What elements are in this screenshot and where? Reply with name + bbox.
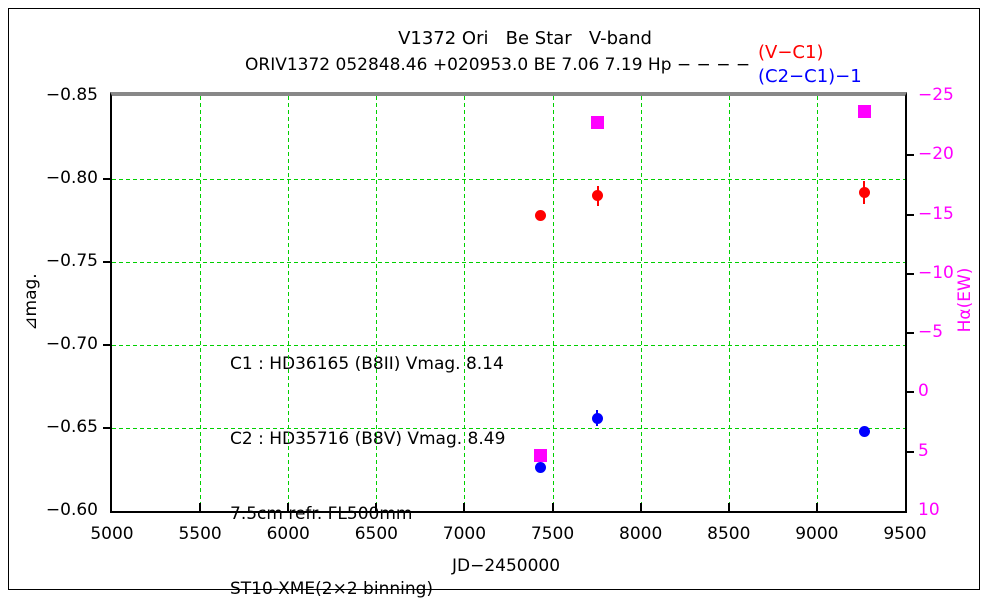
plot-area: 5000 5500 6000 6500 7000 7500 8000 8500 9000 9500… [46,85,954,544]
data-point-square [591,115,605,129]
annotation-line-camera: ST10-XME(2×2 binning) [230,579,434,599]
x-tick-label: 7500 [530,524,575,544]
left-axis-tick [103,178,110,180]
right-axis-tick [907,332,914,335]
x-axis-tick [199,503,202,511]
x-gridline [728,96,730,511]
data-point-square [534,448,548,462]
data-point-circle [592,190,604,202]
x-tick-label: 6000 [266,524,310,544]
x-axis-tick [639,503,642,511]
right-axis-tick [907,213,914,216]
x-tick-label: 6500 [354,524,398,544]
right-axis-tick [907,391,914,394]
x-axis-tick [463,503,466,511]
x-gridline [288,96,290,511]
figure-border [8,8,980,590]
x-axis-tick [375,503,378,511]
left-axis-tick [103,261,110,263]
chart-subtitle: ORIV1372 052848.46 +020953.0 BE 7.06 7.1… [245,55,751,75]
left-axis-tick [103,427,110,429]
right-tick-label: 10 [918,500,940,520]
annotation-line-telescope: 7.5cm refr. FL500mm [230,504,413,524]
right-tick-label: 5 [918,440,929,461]
data-point-circle [535,210,547,222]
left-tick-label: −0.60 [45,500,98,520]
right-tick-label: −20 [918,144,954,165]
legend-item-v-c1: (V−C1) [758,42,824,63]
x-axis-tick [727,503,730,511]
x-gridline [376,96,378,511]
x-axis-tick [287,503,290,511]
x-tick-label: 7000 [442,524,487,544]
x-gridline [816,96,818,511]
data-point-circle [535,462,547,474]
right-tick-label: −25 [918,85,954,105]
x-tick-label: 8000 [619,524,663,544]
x-tick-label: 9500 [883,524,927,544]
x-gridline [200,96,202,511]
data-point-square [857,104,871,118]
y-gridline [112,262,905,263]
left-tick-label: −0.70 [45,334,98,354]
x-tick-label: 5000 [90,524,134,544]
data-point-circle [858,186,870,198]
x-tick-label: 5500 [178,524,222,544]
right-tick-label: −15 [918,203,954,224]
x-gridline [640,96,642,511]
left-tick-label: −0.65 [45,417,98,437]
left-tick-label: −0.75 [45,251,98,271]
y-gridline [112,345,905,346]
left-tick-label: −0.80 [45,168,98,188]
y-gridline [112,179,905,180]
left-tick-label: −0.85 [45,85,98,105]
right-axis-tick [907,272,914,275]
x-gridline [552,96,554,511]
x-axis-tick [551,503,554,511]
right-tick-label: −10 [918,262,954,283]
legend-item-c2-c1: (C2−C1)−1 [758,66,862,87]
right-axis-tick [907,450,914,453]
chart-title: V1372 Ori Be Star V-band [398,28,652,49]
data-point-circle [591,412,603,424]
data-point-circle [858,425,870,437]
right-tick-label: 0 [918,381,929,402]
x-gridline [464,96,466,511]
y-gridline [112,428,905,429]
right-tick-label: −5 [918,322,944,343]
x-tick-label: 8500 [707,524,751,544]
right-axis-tick [907,154,914,157]
x-axis-label: JD−2450000 [451,556,561,576]
x-axis-tick [815,503,818,511]
left-axis-tick [103,344,110,346]
x-tick-label: 9000 [795,524,839,544]
left-axis-label: ⊿mag. [21,273,41,331]
